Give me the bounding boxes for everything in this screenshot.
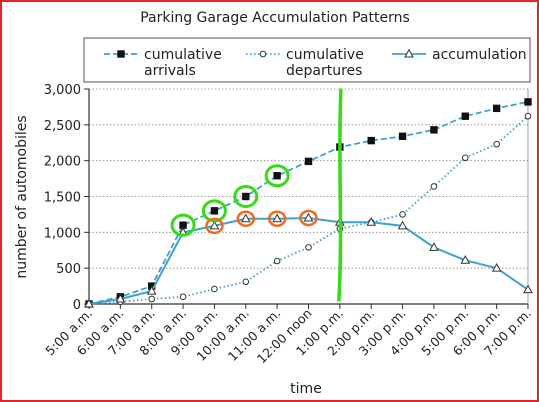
green-circle-annotation	[264, 164, 290, 188]
legend-item: accumulation	[392, 47, 527, 63]
y-tick-label: 1,000	[44, 226, 81, 241]
data-point	[211, 285, 218, 293]
data-point	[210, 207, 219, 215]
legend-swatch-marker	[259, 50, 267, 58]
legend-label: arrivals	[144, 63, 196, 79]
legend-label: cumulative	[286, 47, 364, 63]
data-point	[273, 172, 281, 180]
orange-circle-annotation	[236, 210, 256, 227]
y-tick-label: 2,000	[44, 155, 81, 170]
series-line	[88, 115, 529, 305]
vertical-marker-annotation	[337, 88, 343, 302]
series-layer	[84, 98, 533, 308]
data-point	[146, 285, 157, 295]
green-circle-annotation	[201, 199, 227, 223]
data-point	[305, 244, 312, 251]
legend-label: departures	[286, 63, 362, 79]
orange-circle-annotation	[267, 210, 287, 227]
legend-label: cumulative	[144, 47, 222, 63]
data-point	[209, 220, 220, 230]
data-point	[398, 132, 407, 141]
data-point	[524, 98, 532, 106]
data-point	[429, 242, 439, 251]
chart-title: Parking Garage Accumulation Patterns	[140, 10, 410, 26]
axes	[84, 88, 529, 309]
data-point	[430, 183, 438, 190]
data-point	[523, 284, 533, 294]
data-point	[148, 295, 156, 303]
data-point	[242, 278, 250, 286]
orange-circle-annotation	[299, 209, 318, 227]
data-point	[492, 104, 501, 113]
green-circle-annotation	[233, 185, 259, 208]
series-accumulation	[84, 212, 533, 308]
data-point	[366, 217, 377, 226]
data-point	[461, 154, 469, 162]
data-point	[272, 213, 282, 223]
data-point	[460, 255, 471, 264]
legend-label: accumulation	[432, 47, 527, 63]
annotations-layer	[170, 88, 343, 302]
y-axis-label: number of automobiles	[14, 115, 30, 278]
legend-box	[83, 37, 531, 83]
data-point	[179, 293, 187, 301]
y-tick-label: 3,000	[44, 83, 81, 98]
data-point	[242, 192, 250, 201]
x-axis-label: time	[290, 381, 322, 397]
green-circle-annotation	[170, 213, 196, 237]
data-point	[524, 112, 532, 120]
y-tick-label: 500	[56, 262, 81, 277]
series-line	[88, 101, 529, 305]
data-point	[397, 220, 408, 230]
data-point	[430, 126, 438, 134]
data-point	[240, 213, 251, 223]
y-tick-label: 1,500	[44, 191, 81, 206]
legend: cumulativearrivalscumulativedeparturesac…	[83, 37, 531, 83]
data-point	[273, 257, 281, 265]
data-point	[461, 112, 469, 120]
data-point	[303, 212, 314, 222]
series-cumulative-arrivals	[85, 98, 532, 308]
data-point	[304, 157, 313, 166]
data-point	[84, 298, 94, 308]
data-point	[493, 140, 500, 148]
y-tick-label: 0	[73, 298, 81, 313]
data-point	[491, 262, 502, 272]
orange-circle-annotation	[205, 217, 224, 235]
legend-swatch-marker	[404, 48, 414, 58]
data-point	[399, 211, 406, 218]
y-tick-label: 2,500	[44, 119, 81, 134]
data-point	[115, 293, 126, 303]
data-point	[367, 136, 375, 145]
legend-swatch-marker	[117, 50, 125, 58]
